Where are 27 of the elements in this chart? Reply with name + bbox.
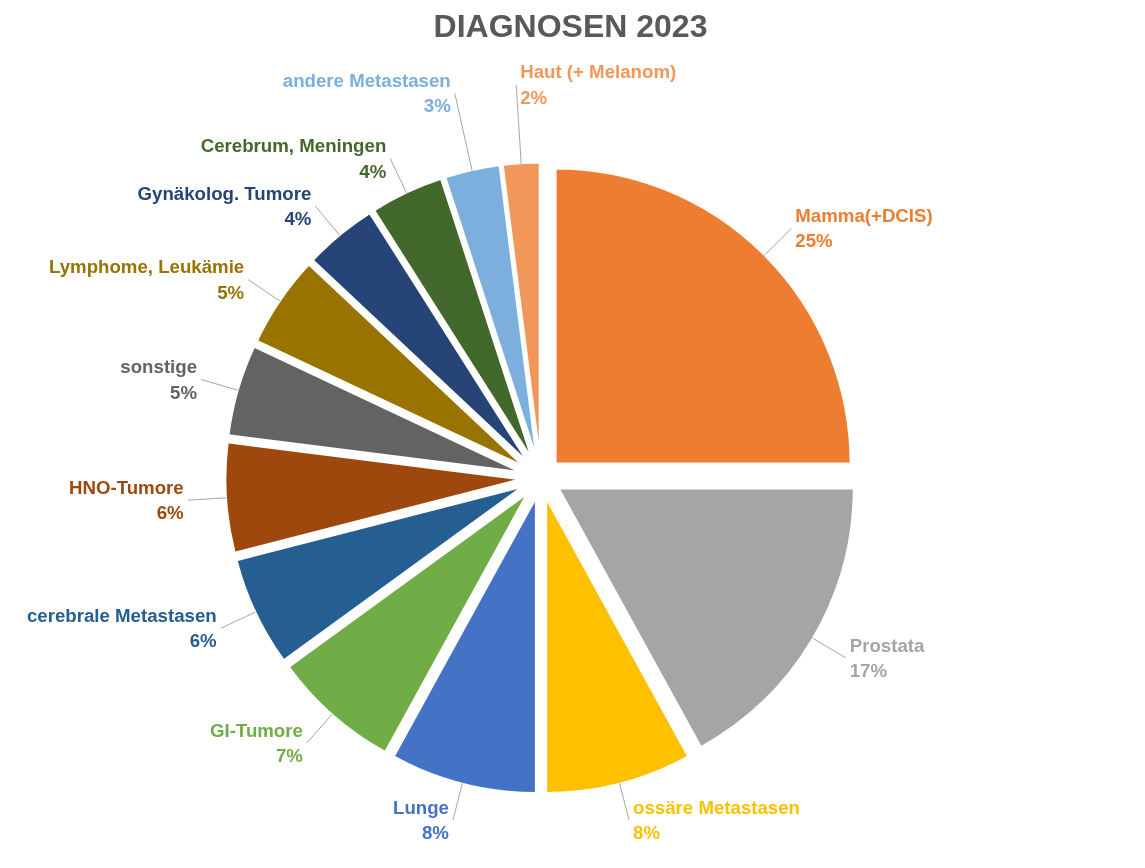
slice-label: Lunge [393, 796, 449, 818]
data-label: 4% [359, 160, 387, 182]
slice-label: Prostata [849, 634, 925, 656]
data-label: 6% [189, 630, 218, 652]
slice-label: Mamma(+DCIS) [795, 205, 933, 227]
slice-label: cerebrale Metastasen [26, 605, 217, 627]
data-label: 3% [423, 95, 452, 117]
slice-label: sonstige [120, 356, 198, 378]
data-label: 17% [849, 659, 888, 681]
slice-label: HNO-Tumore [69, 477, 184, 499]
data-label: 4% [284, 208, 312, 230]
data-label: 5% [217, 281, 245, 303]
slice-label: GI-Tumore [209, 719, 303, 741]
data-label: 8% [422, 822, 450, 844]
slice-label: Haut (+ Melanom) [520, 61, 677, 83]
data-label: 25% [795, 230, 834, 252]
chart-title: DIAGNOSEN 2023 [433, 7, 708, 44]
slice-label: ossäre Metastasen [633, 796, 800, 818]
data-label: 5% [170, 381, 198, 403]
slice-label: Gynäkolog. Tumore [137, 182, 312, 204]
data-label: 7% [275, 744, 304, 766]
data-label: 8% [633, 822, 661, 844]
slice-label: Lymphome, Leukämie [48, 256, 245, 278]
data-label: 6% [156, 502, 185, 524]
slice-label: andere Metastasen [282, 70, 451, 92]
slice-label: Cerebrum, Meningen [200, 135, 387, 157]
data-label: 2% [520, 86, 548, 108]
